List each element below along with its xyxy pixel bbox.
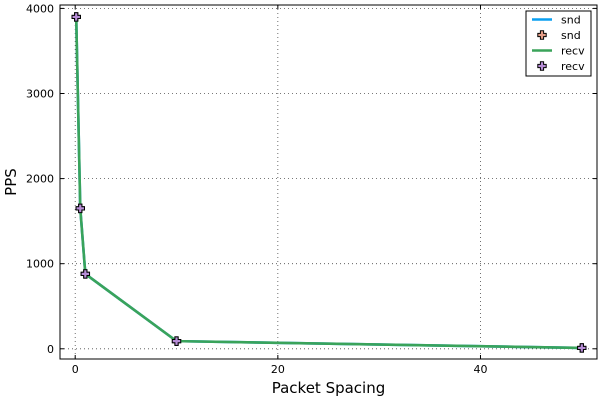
data-point-marker [171, 336, 182, 346]
series-layer [71, 12, 587, 353]
x-tick-label: 40 [473, 363, 487, 376]
x-tick-label: 20 [271, 363, 285, 376]
grid [60, 5, 597, 359]
x-axis-title: Packet Spacing [272, 379, 386, 397]
legend-item: snd [537, 29, 581, 42]
legend-item: recv [537, 60, 585, 73]
legend-marker-swatch [537, 61, 547, 71]
legend-marker-swatch [537, 30, 547, 40]
y-tick-label: 0 [47, 343, 54, 356]
y-tick-label: 3000 [26, 88, 54, 101]
data-point-marker [71, 12, 81, 22]
plot-frame [59, 4, 598, 360]
legend-box [525, 10, 592, 77]
legend-label: recv [561, 45, 585, 58]
ticks: 0 20 40 0 1000 2000 3000 4000 [26, 2, 597, 376]
x-tick-label: 0 [72, 363, 79, 376]
legend-label: snd [561, 14, 581, 27]
y-tick-label: 4000 [26, 2, 54, 15]
legend-label: recv [561, 60, 585, 73]
legend-item: snd [532, 14, 581, 27]
legend-label: snd [561, 29, 581, 42]
data-point-marker [75, 203, 85, 214]
legend-item: recv [532, 45, 585, 58]
y-axis-title: PPS [2, 168, 20, 196]
data-point-marker [80, 269, 91, 279]
data-point-marker [577, 343, 587, 353]
y-tick-label: 1000 [26, 258, 54, 271]
y-tick-label: 2000 [26, 173, 54, 186]
legend: snd snd recv recv [525, 10, 592, 77]
series-recv-marker [71, 12, 587, 353]
